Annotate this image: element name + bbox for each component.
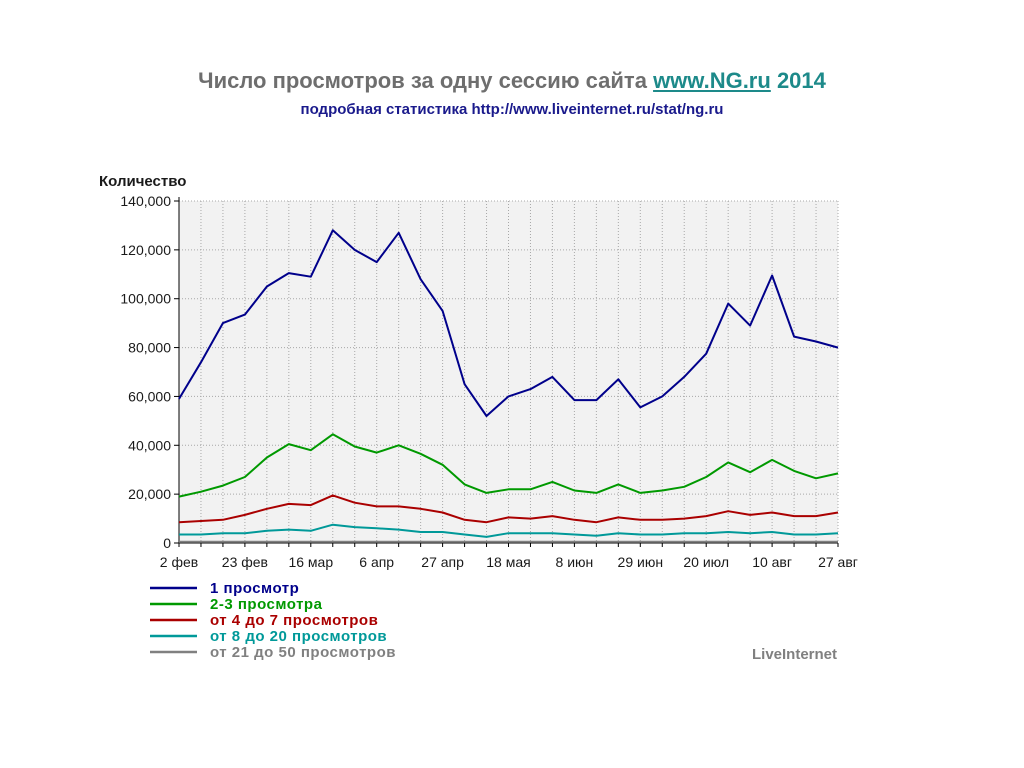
legend-label: от 4 до 7 просмотров [210, 612, 378, 629]
legend-label: от 21 до 50 просмотров [210, 644, 396, 661]
x-tick-label: 8 июн [556, 554, 594, 570]
series-line-1 [178, 433, 839, 498]
x-tick-label: 18 мая [486, 554, 530, 570]
x-tick-label: 10 авг [752, 554, 792, 570]
y-tick-label: 0 [163, 535, 171, 551]
watermark-liveinternet: LiveInternet [752, 646, 838, 663]
slide-subtitle: подробная статистика http://www.liveinte… [300, 101, 724, 118]
x-tick-label: 2 фев [160, 554, 198, 570]
y-tick-label: 80,000 [128, 340, 171, 356]
x-tick-label: 23 фев [222, 554, 268, 570]
x-tick-label: 6 апр [359, 554, 394, 570]
y-tick-label: 20,000 [128, 486, 171, 502]
y-tick-label: 120,000 [120, 242, 171, 258]
y-tick-label: 140,000 [120, 193, 171, 209]
x-tick-label: 20 июл [683, 554, 729, 570]
legend-label: от 8 до 20 просмотров [210, 628, 387, 645]
chart-series [178, 229, 839, 543]
title-year: 2014 [776, 68, 826, 93]
x-tick-labels: 2 фев 23 фев 16 мар 6 апр 27 апр 18 мая 8 июн 2… [160, 554, 858, 570]
site-link[interactable]: www.NG.ru [653, 68, 771, 93]
y-tick-label: 100,000 [120, 291, 171, 307]
title-prefix: Число просмотров за одну сессию сайта [198, 68, 647, 93]
legend-label: 1 просмотр [210, 580, 299, 597]
series-line-0 [178, 229, 839, 417]
x-tick-label: 27 авг [818, 554, 858, 570]
x-tick-label: 29 июн [618, 554, 664, 570]
y-tick-labels: 0 20,000 40,000 60,000 80,000 100,000 120,000 1… [120, 193, 171, 551]
series-line-2 [178, 494, 839, 524]
x-tick-label: 27 апр [421, 554, 464, 570]
chart-axes [174, 197, 839, 547]
y-axis-label: Количество [99, 173, 186, 190]
x-tick-label: 16 мар [288, 554, 333, 570]
legend-label: 2-3 просмотра [210, 596, 323, 613]
y-tick-label: 60,000 [128, 388, 171, 404]
chart-grid [179, 200, 839, 543]
slide-title: Число просмотров за одну сессию сайта ww… [0, 68, 1024, 94]
series-line-3 [179, 523, 839, 538]
y-tick-label: 40,000 [128, 437, 171, 453]
